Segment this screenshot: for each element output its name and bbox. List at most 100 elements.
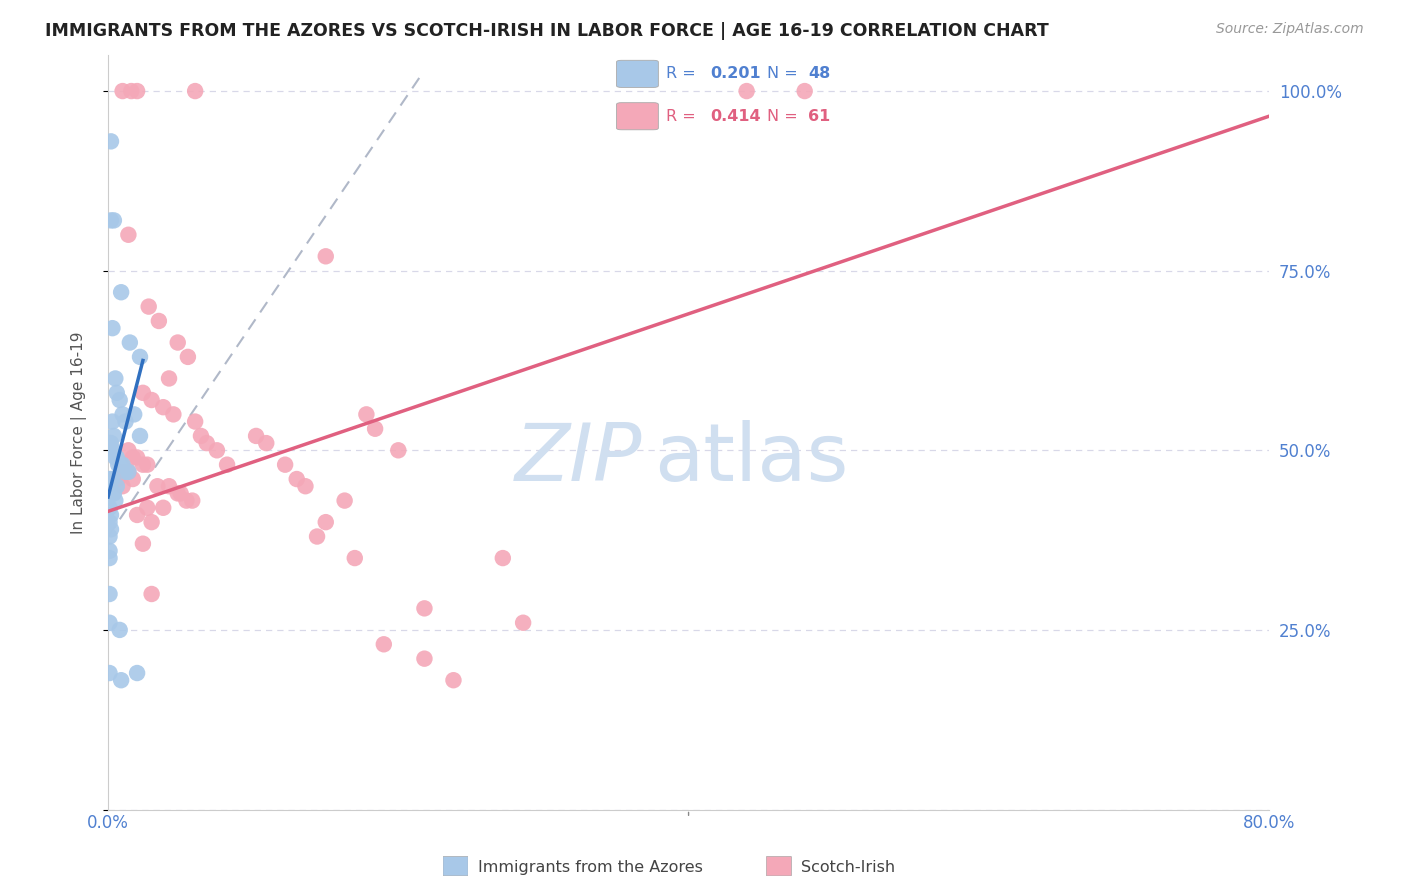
Point bbox=[184, 84, 207, 98]
Point bbox=[98, 472, 121, 486]
Point bbox=[118, 335, 141, 350]
Point bbox=[333, 493, 356, 508]
Point bbox=[245, 429, 267, 443]
Point bbox=[110, 458, 132, 472]
Point bbox=[108, 623, 131, 637]
Point bbox=[364, 422, 387, 436]
Point bbox=[100, 134, 122, 148]
Point bbox=[98, 544, 121, 558]
Point bbox=[98, 529, 121, 543]
Point bbox=[110, 673, 132, 688]
Point bbox=[205, 443, 228, 458]
Point bbox=[373, 637, 395, 651]
Point bbox=[101, 321, 124, 335]
Point bbox=[181, 493, 204, 508]
Text: 48: 48 bbox=[808, 66, 831, 81]
Point bbox=[98, 436, 121, 450]
Point bbox=[166, 486, 188, 500]
Point bbox=[413, 651, 436, 665]
Point bbox=[117, 465, 139, 479]
Point bbox=[117, 465, 139, 479]
Point bbox=[117, 443, 139, 458]
Point bbox=[184, 415, 207, 429]
Point bbox=[98, 443, 121, 458]
Point bbox=[110, 285, 132, 300]
Point bbox=[98, 666, 121, 681]
Point bbox=[177, 350, 200, 364]
Point bbox=[127, 450, 149, 465]
Point bbox=[285, 472, 308, 486]
Y-axis label: In Labor Force | Age 16-19: In Labor Force | Age 16-19 bbox=[72, 331, 87, 533]
Text: IMMIGRANTS FROM THE AZORES VS SCOTCH-IRISH IN LABOR FORCE | AGE 16-19 CORRELATIO: IMMIGRANTS FROM THE AZORES VS SCOTCH-IRI… bbox=[45, 22, 1049, 40]
Text: R =: R = bbox=[666, 66, 700, 81]
Point bbox=[100, 486, 122, 500]
Point bbox=[100, 436, 122, 450]
Point bbox=[98, 551, 121, 566]
Point bbox=[162, 408, 184, 422]
Point bbox=[136, 500, 159, 515]
Point bbox=[98, 479, 121, 493]
Point bbox=[141, 392, 163, 407]
Point bbox=[101, 415, 124, 429]
Text: Source: ZipAtlas.com: Source: ZipAtlas.com bbox=[1216, 22, 1364, 37]
Point bbox=[103, 486, 125, 500]
Point bbox=[217, 458, 239, 472]
Point bbox=[129, 350, 152, 364]
Point bbox=[492, 551, 515, 566]
Point bbox=[305, 529, 328, 543]
Point bbox=[101, 443, 124, 458]
Text: ZIP: ZIP bbox=[515, 420, 643, 498]
Point bbox=[108, 392, 131, 407]
Point bbox=[107, 472, 129, 486]
Point bbox=[105, 479, 128, 493]
Point bbox=[190, 429, 212, 443]
Point bbox=[138, 300, 160, 314]
Point bbox=[127, 508, 149, 522]
Point bbox=[98, 500, 121, 515]
Point bbox=[315, 249, 337, 263]
Point bbox=[120, 84, 142, 98]
Point bbox=[152, 400, 174, 414]
Point bbox=[107, 458, 129, 472]
Point bbox=[512, 615, 534, 630]
Point bbox=[157, 479, 180, 493]
Point bbox=[111, 479, 134, 493]
FancyBboxPatch shape bbox=[617, 61, 658, 87]
Point bbox=[105, 450, 128, 465]
Point bbox=[111, 465, 134, 479]
Point bbox=[356, 408, 378, 422]
Text: R =: R = bbox=[666, 109, 700, 124]
Point bbox=[387, 443, 409, 458]
Point bbox=[443, 673, 465, 688]
Point bbox=[343, 551, 366, 566]
Point bbox=[254, 436, 277, 450]
Point bbox=[111, 408, 134, 422]
Point bbox=[132, 458, 155, 472]
Text: Scotch-Irish: Scotch-Irish bbox=[801, 861, 896, 875]
FancyBboxPatch shape bbox=[617, 103, 658, 130]
Text: N =: N = bbox=[766, 109, 803, 124]
Point bbox=[136, 458, 159, 472]
Point bbox=[141, 515, 163, 529]
Point bbox=[146, 479, 169, 493]
Point bbox=[111, 84, 134, 98]
Point bbox=[148, 314, 170, 328]
Point bbox=[121, 450, 143, 465]
Point bbox=[294, 479, 316, 493]
Point bbox=[104, 371, 127, 385]
FancyBboxPatch shape bbox=[443, 856, 468, 876]
Point bbox=[105, 385, 128, 400]
Point bbox=[98, 587, 121, 601]
Point bbox=[103, 429, 125, 443]
Point bbox=[141, 587, 163, 601]
Point bbox=[152, 500, 174, 515]
Point bbox=[100, 522, 122, 536]
Point bbox=[98, 615, 121, 630]
Point bbox=[98, 515, 121, 529]
Point bbox=[117, 227, 139, 242]
Point bbox=[735, 84, 758, 98]
Text: atlas: atlas bbox=[654, 420, 848, 498]
Point bbox=[100, 472, 122, 486]
Text: Immigrants from the Azores: Immigrants from the Azores bbox=[478, 861, 703, 875]
Point bbox=[315, 515, 337, 529]
